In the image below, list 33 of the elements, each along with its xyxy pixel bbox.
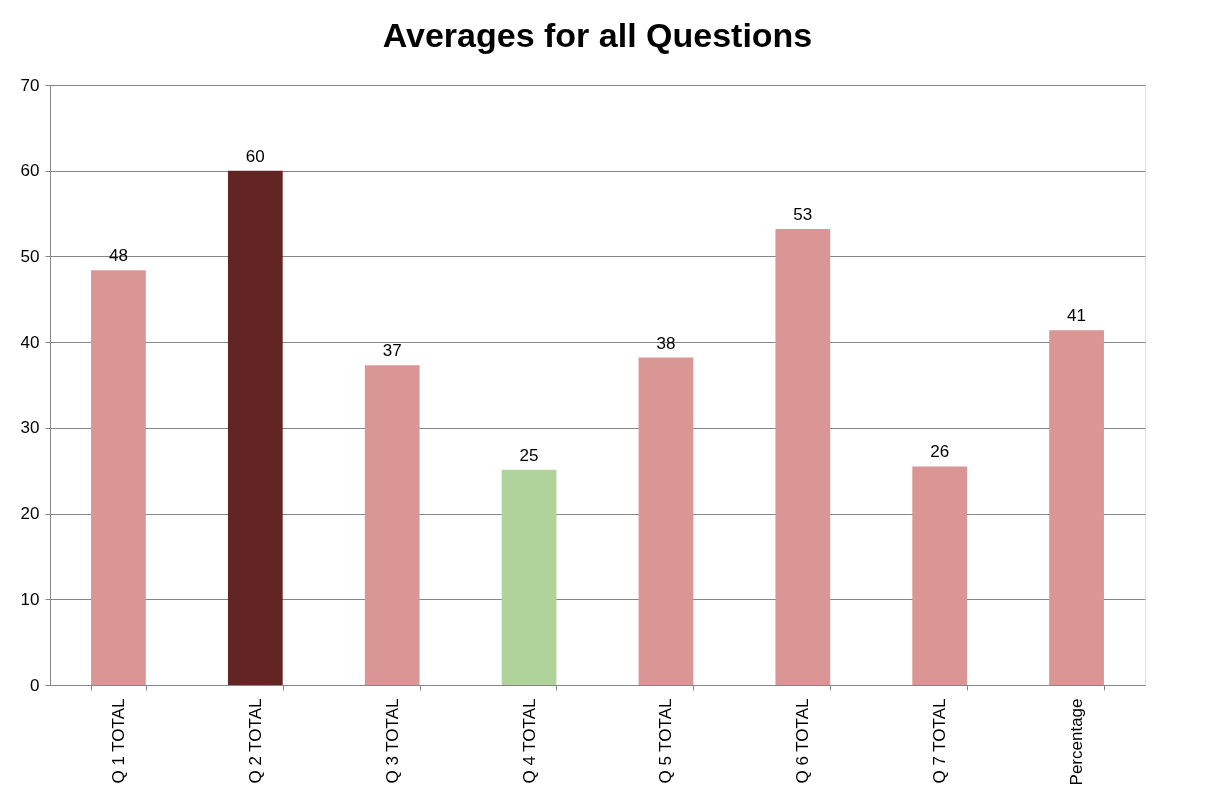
y-tick-label: 0: [30, 675, 40, 695]
bar: [227, 170, 283, 685]
x-tick-label: Q 1 TOTAL: [108, 698, 128, 784]
x-tick-label: Q 6 TOTAL: [793, 698, 813, 784]
x-tick-label: Q 7 TOTAL: [930, 698, 950, 784]
bar: [501, 469, 557, 685]
data-label: 53: [793, 205, 813, 224]
y-tick-label: 50: [20, 246, 40, 266]
bar: [91, 270, 146, 685]
data-label: 48: [108, 246, 128, 266]
data-label: 41: [1067, 306, 1087, 326]
x-tick-label: Q 4 TOTAL: [519, 698, 539, 784]
data-label: 25: [519, 445, 539, 465]
x-tick-label: Q 3 TOTAL: [382, 698, 402, 784]
y-tick-label: 40: [20, 332, 40, 352]
bar: [638, 357, 694, 685]
data-label: 26: [930, 442, 950, 462]
bar: [1049, 330, 1104, 685]
y-tick-label: 70: [20, 75, 40, 95]
x-tick-label: Q 2 TOTAL: [245, 698, 265, 784]
y-tick-label: 30: [20, 418, 40, 438]
data-label: 60: [245, 146, 265, 166]
bar: [364, 365, 420, 685]
y-tick-label: 20: [20, 504, 40, 524]
y-tick-label: 10: [20, 589, 40, 609]
x-tick-label: Q 5 TOTAL: [656, 698, 676, 784]
y-tick-label: 60: [20, 161, 40, 181]
bar: [912, 466, 968, 685]
chart-title: Averages for all Questions: [382, 16, 813, 54]
bar: [775, 229, 831, 685]
data-label: 38: [656, 333, 676, 353]
x-tick-label: Percentage: [1067, 698, 1087, 786]
data-label: 37: [382, 341, 402, 361]
